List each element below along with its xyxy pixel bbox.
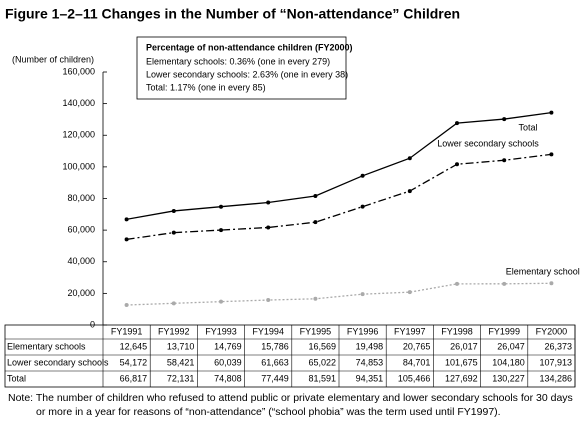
data-point [549,110,554,115]
x-tick-label: FY2000 [536,326,568,336]
table-cell: 105,466 [398,373,431,383]
y-tick-label: 60,000 [67,225,95,235]
table-cell: 13,710 [167,341,195,351]
data-point [502,117,507,122]
table-row-label: Elementary schools [7,341,86,351]
table-cell: 94,351 [356,373,384,383]
data-point [313,220,318,225]
data-point [124,237,129,242]
data-point [266,298,271,303]
data-point [313,296,318,301]
series-line [126,112,552,220]
data-point [502,158,507,163]
info-line: Total: 1.17% (one in every 85) [146,82,266,92]
y-tick-label: 140,000 [62,98,95,108]
series-line [126,153,552,240]
x-tick-label: FY1994 [252,326,284,336]
data-point [407,290,412,295]
data-point [407,156,412,161]
table-cell: 54,172 [120,357,148,367]
data-point [171,301,176,306]
table-cell: 81,591 [308,373,336,383]
series-label: Elementary schools [506,266,580,276]
table-cell: 26,017 [450,341,478,351]
data-point [124,217,129,222]
data-point [360,173,365,178]
table-row-label: Total [7,373,26,383]
table-cell: 84,701 [403,357,431,367]
table-cell: 65,022 [308,357,336,367]
data-point [266,225,271,230]
x-tick-label: FY1998 [441,326,473,336]
info-line: Elementary schools: 0.36% (one in every … [146,56,330,66]
note: Note: The number of children who refused… [8,392,573,418]
series-label: Total [518,122,537,132]
x-tick-label: FY1997 [394,326,426,336]
info-line: Lower secondary schools: 2.63% (one in e… [146,69,348,79]
table-cell: 77,449 [261,373,289,383]
table-cell: 130,227 [492,373,525,383]
table-cell: 16,569 [308,341,336,351]
info-box [136,36,347,100]
table-cell: 60,039 [214,357,242,367]
table-cell: 14,769 [214,341,242,351]
data-point [171,230,176,235]
y-tick-label: 120,000 [62,130,95,140]
data-point [219,228,223,233]
data-point [549,281,554,286]
table-cell: 74,808 [214,373,242,383]
y-tick-label: 20,000 [67,288,95,298]
table-cell: 74,853 [356,357,384,367]
chart-title: Figure 1–2–11 Changes in the Number of “… [5,6,460,22]
data-point [549,152,554,157]
table-cell: 26,373 [544,341,572,351]
table-cell: 19,498 [356,341,384,351]
y-axis-label: (Number of children) [12,54,94,64]
data-point [219,204,223,209]
y-tick-label: 160,000 [62,66,95,76]
table-cell: 72,131 [167,373,195,383]
table-row-label: Lower secondary schools [7,357,109,367]
info-title: Percentage of non-attendance children (F… [146,42,353,52]
table-cell: 127,692 [445,373,478,383]
data-point [171,208,176,213]
data-point [502,281,507,286]
chart: Figure 1–2–11 Changes in the Number of “… [4,6,580,388]
table-cell: 58,421 [167,357,195,367]
x-tick-label: FY1993 [205,326,237,336]
data-point [313,193,318,198]
series-line [126,282,552,306]
data-point [124,303,129,308]
y-tick-label: 0 [90,319,95,329]
data-point [455,121,459,126]
data-point [219,299,223,304]
table-cell: 107,913 [539,357,572,367]
x-tick-label: FY1991 [111,326,143,336]
table-cell: 104,180 [492,357,525,367]
table-cell: 66,817 [120,373,148,383]
x-tick-label: FY1992 [158,326,190,336]
table-cell: 12,645 [120,341,148,351]
y-tick-label: 40,000 [67,256,95,266]
table-cell: 134,286 [539,373,572,383]
data-point [360,204,365,209]
table-cell: 101,675 [445,357,478,367]
data-point [407,189,412,194]
data-point [266,200,271,205]
y-tick-label: 80,000 [67,193,95,203]
x-tick-label: FY1996 [347,326,379,336]
table-cell: 61,663 [261,357,289,367]
x-tick-label: FY1995 [300,326,332,336]
x-tick-label: FY1999 [488,326,520,336]
table-cell: 15,786 [261,341,289,351]
series-label: Lower secondary schools [437,138,539,148]
table-cell: 26,047 [497,341,525,351]
table-cell: 20,765 [403,341,431,351]
data-point [455,281,459,286]
y-tick-label: 100,000 [62,161,95,171]
data-point [360,292,365,297]
data-point [455,162,459,167]
